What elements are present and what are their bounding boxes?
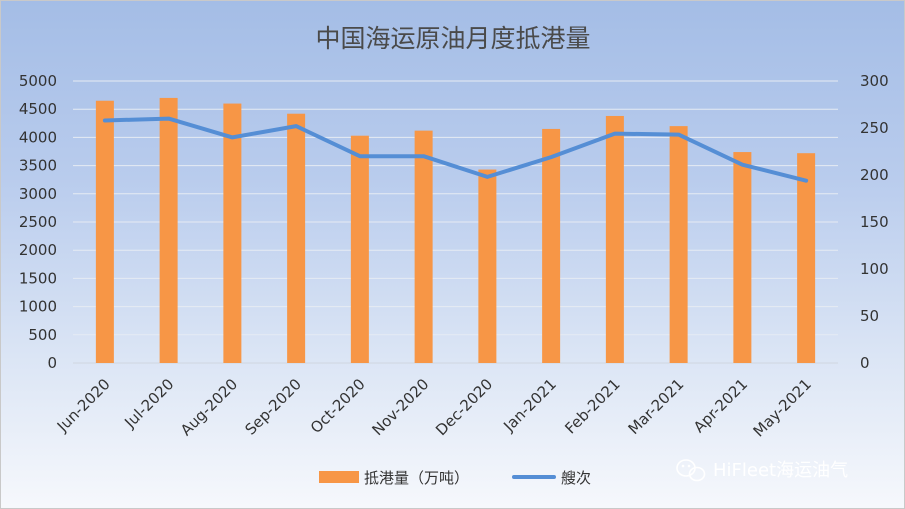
x-tick-label: Nov-2020 bbox=[368, 375, 432, 439]
left-y-axis: 0 500 1000 1500 2000 2500 3000 3500 4000 4500 5000 bbox=[19, 72, 57, 372]
x-tick-label: Oct-2020 bbox=[307, 375, 369, 437]
line-series bbox=[102, 116, 809, 183]
watermark: HiFleet海运油气 bbox=[676, 459, 848, 482]
x-tick-label: Jan-2021 bbox=[499, 375, 560, 436]
gridlines bbox=[73, 80, 838, 364]
x-tick-label: Aug-2020 bbox=[177, 375, 241, 439]
bar bbox=[669, 126, 688, 364]
bar bbox=[223, 103, 242, 363]
x-tick-label: Feb-2021 bbox=[561, 375, 623, 437]
x-tick-label: Jun-2020 bbox=[53, 375, 114, 436]
y-left-tick-label: 1000 bbox=[19, 298, 57, 316]
watermark-text: HiFleet海运油气 bbox=[713, 460, 848, 481]
legend: 抵港量（万吨） 艘次 bbox=[319, 469, 591, 487]
bar bbox=[414, 130, 433, 363]
bar-series bbox=[95, 97, 816, 364]
y-left-tick-label: 2500 bbox=[19, 213, 57, 231]
y-right-tick-label: 100 bbox=[860, 260, 889, 278]
y-left-tick-label: 4500 bbox=[19, 100, 57, 118]
legend-swatch-bar bbox=[319, 471, 359, 483]
wechat-icon bbox=[676, 459, 706, 482]
y-left-tick-label: 500 bbox=[28, 326, 57, 344]
bar bbox=[605, 115, 624, 363]
y-right-tick-label: 150 bbox=[860, 213, 889, 231]
y-left-tick-label: 4000 bbox=[19, 128, 57, 146]
x-tick-label: Dec-2020 bbox=[432, 375, 496, 439]
y-right-tick-label: 300 bbox=[860, 72, 889, 90]
x-axis: Jun-2020 Jul-2020 Aug-2020 Sep-2020 Oct-2020… bbox=[53, 375, 815, 440]
y-left-tick-label: 2000 bbox=[19, 241, 57, 259]
x-tick-label: Sep-2020 bbox=[241, 375, 305, 439]
y-right-tick-label: 0 bbox=[860, 354, 870, 372]
y-left-tick-label: 3000 bbox=[19, 185, 57, 203]
legend-label-line: 艘次 bbox=[561, 469, 591, 487]
bar bbox=[797, 153, 816, 363]
y-right-tick-label: 50 bbox=[860, 307, 879, 325]
y-left-tick-label: 3500 bbox=[19, 157, 57, 175]
right-y-axis: 0 50 100 150 200 250 300 bbox=[860, 72, 889, 372]
x-tick-label: Jul-2020 bbox=[120, 375, 177, 432]
bar bbox=[350, 135, 369, 363]
bar bbox=[95, 100, 114, 364]
y-right-tick-label: 200 bbox=[860, 166, 889, 184]
chart-title: 中国海运原油月度抵港量 bbox=[315, 24, 590, 53]
x-tick-label: Apr-2021 bbox=[690, 375, 751, 436]
bar bbox=[478, 169, 497, 363]
y-left-tick-label: 1500 bbox=[19, 269, 57, 287]
bar bbox=[287, 113, 306, 363]
y-left-tick-label: 0 bbox=[47, 354, 57, 372]
bar bbox=[733, 152, 752, 363]
x-tick-label: Mar-2021 bbox=[625, 375, 688, 438]
y-left-tick-label: 5000 bbox=[19, 72, 57, 90]
x-tick-label: May-2021 bbox=[750, 375, 815, 440]
bar bbox=[542, 128, 561, 363]
y-right-tick-label: 250 bbox=[860, 119, 889, 137]
series-line bbox=[102, 116, 809, 183]
legend-label-bar: 抵港量（万吨） bbox=[364, 469, 469, 487]
bar bbox=[159, 97, 178, 364]
